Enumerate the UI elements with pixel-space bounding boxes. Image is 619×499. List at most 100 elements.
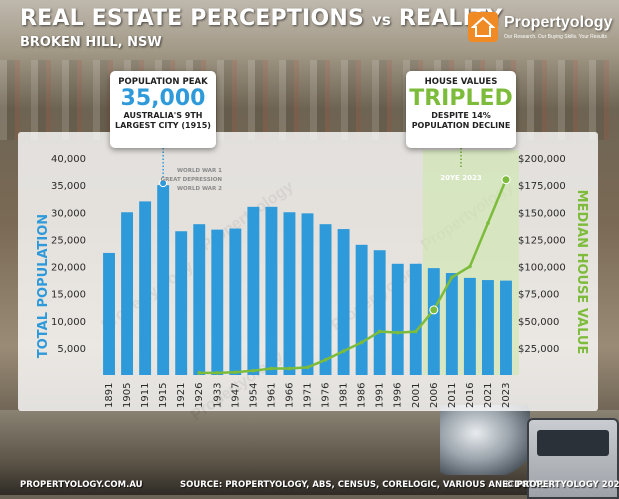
footer: PROPERTYOLOGY.COM.AU SOURCE: PROPERTYOLO… (0, 477, 619, 495)
line-point-1961 (269, 366, 274, 371)
y-tick-left-40,000: 40,000 (51, 154, 86, 165)
line-point-2001 (413, 329, 418, 334)
x-tick-1971: 1971 (303, 383, 314, 408)
bar-2021 (481, 280, 494, 375)
population-callout-value: 35,000 (120, 86, 206, 111)
x-tick-1926: 1926 (194, 383, 205, 408)
bar-1954 (247, 206, 260, 375)
x-tick-1954: 1954 (248, 383, 259, 408)
y-tick-right-$100,000: $100,000 (518, 263, 566, 274)
y-tick-right-$200,000: $200,000 (518, 154, 566, 165)
x-tick-1986: 1986 (357, 383, 368, 408)
y-tick-right-$75,000: $75,000 (518, 290, 559, 301)
line-point-2011 (450, 275, 454, 280)
x-tick-1933: 1933 (212, 383, 223, 408)
bar-1921 (175, 231, 188, 375)
bar-1926 (193, 224, 206, 375)
x-tick-2011: 2011 (447, 383, 458, 408)
y-tick-left-30,000: 30,000 (51, 208, 86, 219)
peak-marker (159, 179, 168, 188)
y-tick-left-20,000: 20,000 (51, 263, 86, 274)
footer-source: SOURCE: PROPERTYOLOGY, ABS, CENSUS, CORE… (180, 480, 546, 490)
line-point-1947 (233, 370, 238, 375)
y-tick-right-$150,000: $150,000 (518, 208, 566, 219)
x-tick-1891: 1891 (104, 383, 115, 408)
line-point-2021 (486, 221, 490, 225)
history-annotation-1: GREAT DEPRESSION (161, 177, 223, 183)
x-tick-1996: 1996 (393, 383, 404, 408)
x-tick-2021: 2021 (483, 383, 494, 408)
page-subtitle: BROKEN HILL, NSW (20, 35, 162, 50)
bar-1905 (121, 212, 134, 375)
sculpture-image (440, 405, 530, 475)
bar-1933 (211, 229, 224, 375)
house-logo-icon (468, 12, 498, 42)
highlight-label: 20YE 2023 (440, 174, 482, 182)
x-tick-2006: 2006 (429, 383, 440, 408)
y-tick-left-10,000: 10,000 (51, 317, 86, 328)
bar-1991 (373, 250, 386, 375)
x-tick-1981: 1981 (339, 383, 350, 408)
line-point-1986 (359, 340, 364, 345)
title-part-1: REAL ESTATE PERCEPTIONS (20, 6, 364, 31)
y-tick-left-5,000: 5,000 (57, 344, 86, 355)
house-callout-line2: POPULATION DECLINE (411, 121, 511, 130)
x-tick-2001: 2001 (411, 383, 422, 408)
brand-name: Propertyology (504, 14, 613, 31)
x-tick-1905: 1905 (122, 383, 133, 408)
bar-1996 (391, 263, 404, 375)
history-annotation-0: WORLD WAR 1 (177, 168, 222, 174)
bus-window (537, 430, 609, 456)
house-callout-line1: DESPITE 14% (431, 111, 491, 120)
brand-logo-block[interactable]: Propertyology Our Research. Our Buying S… (468, 12, 612, 46)
x-tick-1915: 1915 (158, 383, 169, 408)
bar-1947 (229, 228, 242, 375)
line-marker-2023 (501, 175, 511, 185)
bar-2016 (463, 277, 476, 375)
x-tick-2023: 2023 (501, 383, 512, 408)
median-house-value-line (199, 179, 508, 375)
y-tick-left-25,000: 25,000 (51, 235, 86, 246)
title-vs: vs (371, 11, 391, 29)
house-values-callout: HOUSE VALUES TRIPLED DESPITE 14% POPULAT… (406, 71, 516, 148)
line-point-1996 (395, 330, 400, 335)
x-tick-1921: 1921 (176, 383, 187, 408)
y-tick-right-$175,000: $175,000 (518, 181, 566, 192)
bar-2006 (427, 268, 440, 375)
x-tick-1991: 1991 (375, 383, 386, 408)
bar-1961 (265, 206, 278, 375)
x-tick-2016: 2016 (465, 383, 476, 408)
bar-1986 (355, 244, 368, 375)
footer-copyright: © PROPERTYOLOGY 2024. (505, 480, 619, 490)
bar-2001 (409, 263, 422, 375)
bar-2023 (500, 280, 512, 375)
line-point-1966 (287, 366, 292, 371)
line-point-2016 (468, 264, 472, 269)
line-point-1954 (251, 368, 256, 373)
line-point-1971 (305, 365, 310, 370)
x-tick-1966: 1966 (284, 383, 295, 408)
line-point-1926 (197, 371, 202, 375)
x-tick-1976: 1976 (321, 383, 332, 408)
line-point-1981 (341, 349, 346, 353)
y-axis-label-left: TOTAL POPULATION (36, 214, 51, 358)
bus-image (527, 418, 619, 499)
y-tick-right-$25,000: $25,000 (518, 344, 559, 355)
footer-url-link[interactable]: PROPERTYOLOGY.COM.AU (20, 480, 143, 490)
bar-1891 (103, 252, 115, 375)
y-tick-right-$50,000: $50,000 (518, 317, 559, 328)
y-axis-label-right: MEDIAN HOUSE VALUE (574, 190, 589, 355)
line-point-1976 (323, 358, 328, 362)
population-callout-line1: AUSTRALIA'S 9TH (123, 111, 203, 120)
house-callout-value: TRIPLED (409, 86, 513, 111)
bar-2011 (445, 273, 458, 375)
bar-1966 (283, 212, 296, 375)
house-callout-kicker: HOUSE VALUES (424, 77, 498, 87)
line-point-1933 (215, 371, 220, 375)
x-tick-1947: 1947 (230, 383, 241, 408)
bar-1976 (319, 224, 332, 375)
bar-1971 (301, 213, 314, 375)
line-marker-2006 (429, 305, 439, 315)
line-point-1991 (377, 329, 382, 334)
